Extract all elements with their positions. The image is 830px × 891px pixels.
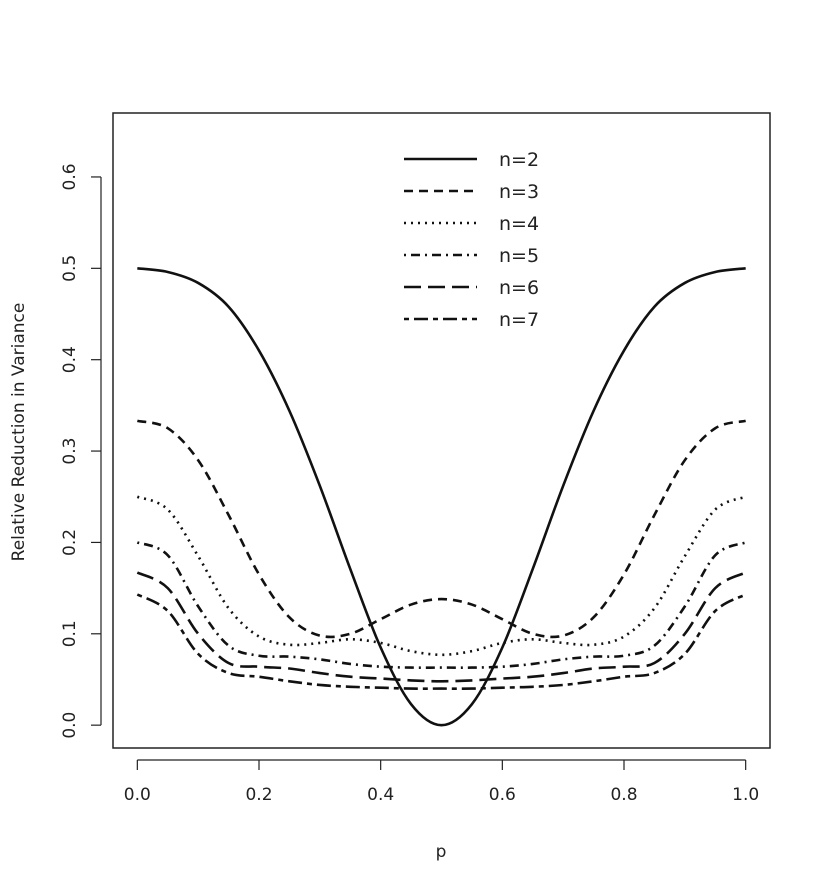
plot-frame xyxy=(112,112,771,749)
y-tick-label: 0.3 xyxy=(60,438,80,465)
y-tick-label: 0.5 xyxy=(60,255,80,282)
legend-label: n=5 xyxy=(499,245,539,267)
series-line-n7 xyxy=(136,593,747,690)
series-layer xyxy=(136,267,747,727)
y-axis: 0.0 0.1 0.2 0.3 0.4 0.5 0.6 xyxy=(60,163,102,739)
legend: n=2 n=3 n=4 n=5 n=6 n=7 xyxy=(404,149,539,331)
x-tick-label: 0.0 xyxy=(124,785,151,805)
series-line-n4 xyxy=(136,495,747,657)
x-axis-title: p xyxy=(436,842,447,862)
series-line-n3 xyxy=(137,419,746,639)
x-axis: 0.0 0.2 0.4 0.6 0.8 1.0 xyxy=(124,759,759,805)
legend-label: n=6 xyxy=(499,277,539,299)
x-tick-label: 0.6 xyxy=(489,785,516,805)
legend-label: n=4 xyxy=(499,213,539,235)
y-tick-label: 0.1 xyxy=(60,620,80,647)
x-tick-label: 0.8 xyxy=(610,785,637,805)
y-tick-label: 0.6 xyxy=(60,163,80,190)
x-tick-label: 1.0 xyxy=(732,785,759,805)
y-axis-title: Relative Reduction in Variance xyxy=(9,303,29,562)
series-line-n5 xyxy=(136,541,747,669)
series-line-n6 xyxy=(136,571,747,683)
x-tick-label: 0.4 xyxy=(367,785,394,805)
y-tick-label: 0.0 xyxy=(60,712,80,739)
legend-label: n=2 xyxy=(499,149,539,171)
legend-label: n=3 xyxy=(499,181,539,203)
y-tick-label: 0.4 xyxy=(60,346,80,373)
legend-label: n=7 xyxy=(499,309,539,331)
series-line-n2 xyxy=(137,267,746,727)
x-tick-label: 0.2 xyxy=(245,785,272,805)
y-tick-label: 0.2 xyxy=(60,529,80,556)
